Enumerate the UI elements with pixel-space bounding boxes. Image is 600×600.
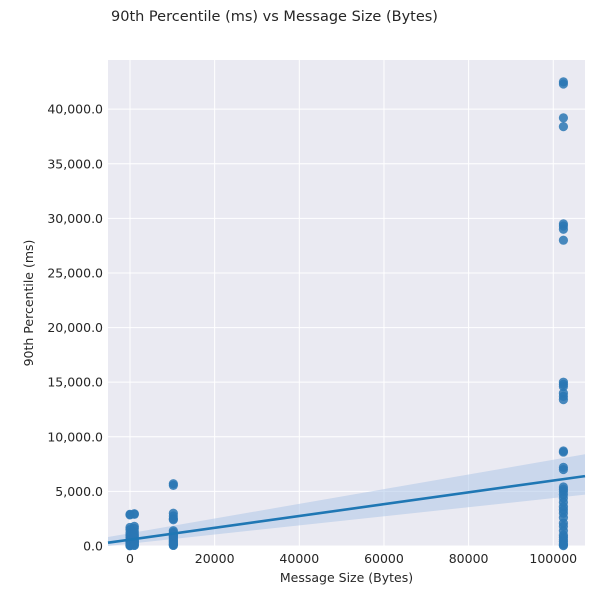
x-tick-label: 20000 [195,551,235,566]
data-point [129,509,139,519]
x-axis-label: Message Size (Bytes) [280,570,413,585]
x-tick-label: 100000 [529,551,577,566]
x-tick-label: 60000 [364,551,404,566]
data-point [168,480,178,490]
data-point [129,540,139,551]
data-point [558,464,569,475]
data-points [125,77,569,551]
data-point [558,122,569,132]
data-point [558,235,569,245]
y-tick-label: 0.0 [83,539,103,554]
y-tick-label: 5,000.0 [55,484,103,499]
data-point [558,224,569,234]
y-tick-label: 10,000.0 [47,429,103,444]
y-tick-label: 15,000.0 [47,375,103,390]
plot-background [108,60,585,546]
data-point [558,447,569,457]
y-tick-label: 40,000.0 [47,102,103,117]
data-point [168,540,178,551]
y-tick-label: 35,000.0 [47,156,103,171]
x-tick-label: 40000 [279,551,319,566]
regression-line-path [107,474,586,545]
x-tick-labels: 0 20000 40000 60000 80000 100000 [126,551,577,566]
confidence-band-area [108,454,585,546]
data-point [168,515,178,525]
data-point [558,541,569,551]
data-point [558,113,569,123]
y-tick-label: 20,000.0 [47,320,103,335]
regression-line [107,474,586,545]
x-tick-label: 0 [126,551,134,566]
y-axis-label: 90th Percentile (ms) [21,240,36,367]
data-point [558,395,569,405]
y-tick-label: 30,000.0 [47,211,103,226]
chart-title: 90th Percentile (ms) vs Message Size (By… [111,9,438,25]
confidence-band [108,454,585,546]
y-tick-labels: 0.0 5,000.0 10,000.0 15,000.0 20,000.0 25,000… [47,102,103,554]
y-tick-label: 25,000.0 [47,265,103,280]
data-point [558,381,569,392]
data-point [558,79,569,89]
x-tick-label: 80000 [449,551,489,566]
